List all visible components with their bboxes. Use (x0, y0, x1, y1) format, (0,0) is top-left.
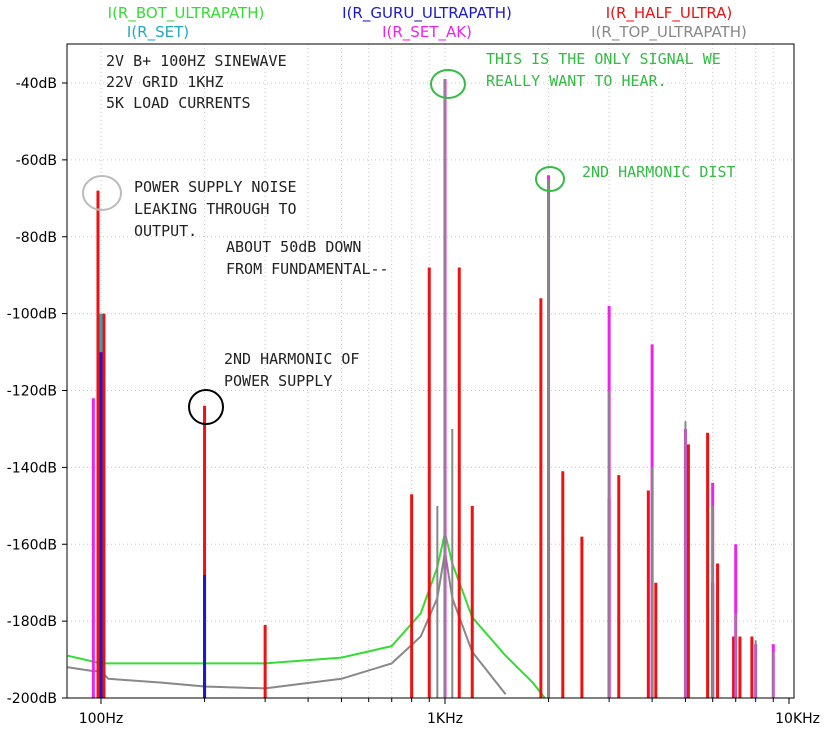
y-tick-label: -160dB (7, 537, 57, 553)
annotation-text: THIS IS THE ONLY SIGNAL WE (486, 50, 721, 68)
legend-entry: I(R_HALF_ULTRA) (606, 4, 733, 23)
legend: I(R_BOT_ULTRAPATH)I(R_SET) I(R_GURU_ULTRA… (108, 4, 747, 42)
y-tick-label: -180dB (7, 614, 57, 630)
y-tick-label: -60dB (16, 153, 57, 169)
annotation-text: POWER SUPPLY NOISE (134, 178, 297, 196)
y-tick-label: -100dB (7, 307, 57, 323)
series-layer (67, 79, 775, 699)
legend-entry: I(R_GURU_ULTRAPATH) (342, 4, 512, 23)
harmonic-peak-circle (188, 389, 224, 425)
legend-entry: I(R_TOP_ULTRAPATH) (591, 23, 747, 42)
annotation-circles (82, 69, 565, 425)
y-tick-label: -120dB (7, 384, 57, 400)
annotation-text: POWER SUPPLY (224, 372, 332, 390)
annotation-text: 22V GRID 1KHZ (106, 73, 223, 91)
y-tick-label: -140dB (7, 460, 57, 476)
legend-entry: I(R_SET) (127, 23, 189, 42)
fundamental-circle (430, 69, 466, 99)
legend-entry: I(R_BOT_ULTRAPATH) (108, 4, 265, 23)
series-line (67, 550, 507, 695)
annotation-text: ABOUT 50dB DOWN (226, 238, 361, 256)
series-line (67, 531, 546, 699)
annotation-text: OUTPUT. (134, 222, 197, 240)
x-tick-label: 10KHz (775, 711, 820, 727)
second-harmonic-circle (535, 166, 565, 192)
annotation-text: 5K LOAD CURRENTS (106, 94, 251, 112)
legend-entry: I(R_SET_AK) (382, 23, 472, 42)
x-tick-label: 1KHz (427, 711, 463, 727)
annotation-text: 2ND HARMONIC DIST (582, 163, 736, 181)
noise-peak-circle (82, 175, 122, 211)
annotations: 2V B+ 100HZ SINEWAVE 22V GRID 1KHZ 5K LOAD… (106, 50, 736, 390)
annotation-text: LEAKING THROUGH TO (134, 200, 297, 218)
axis-ticks: -40dB -60dB -80dB -100dB -120dB -140dB -160dB -… (7, 76, 820, 727)
annotation-text: 2V B+ 100HZ SINEWAVE (106, 52, 287, 70)
y-tick-label: -80dB (16, 230, 57, 246)
x-tick-label: 100Hz (79, 711, 124, 727)
y-tick-label: -40dB (16, 76, 57, 92)
y-tick-label: -200dB (7, 691, 57, 707)
plot-frame (66, 43, 795, 699)
annotation-text: 2ND HARMONIC OF (224, 350, 359, 368)
annotation-text: FROM FUNDAMENTAL-- (226, 260, 389, 278)
annotation-text: REALLY WANT TO HEAR. (486, 72, 667, 90)
